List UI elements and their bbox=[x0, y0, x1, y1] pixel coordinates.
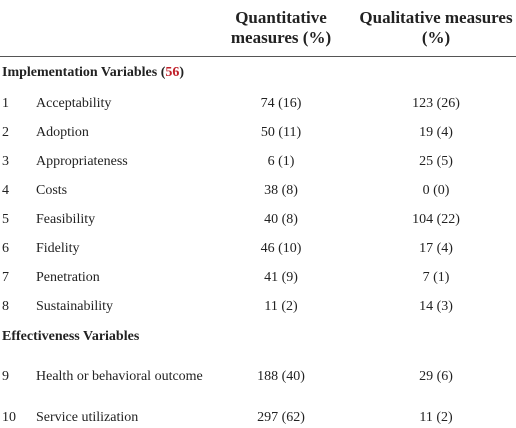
quantitative-value: 38 (8) bbox=[206, 176, 356, 205]
header-quantitative: Quantitative measures (%) bbox=[206, 0, 356, 57]
variable-name: Service utilization bbox=[36, 402, 206, 428]
section-row: Effectiveness Variables bbox=[0, 321, 516, 352]
variable-name: Health or behavioral outcome bbox=[36, 352, 206, 402]
section-ref: 56 bbox=[161, 65, 184, 80]
row-number: 8 bbox=[0, 292, 36, 321]
qualitative-value: 14 (3) bbox=[356, 292, 516, 321]
variable-name: Feasibility bbox=[36, 205, 206, 234]
variable-name: Costs bbox=[36, 176, 206, 205]
quantitative-value: 40 (8) bbox=[206, 205, 356, 234]
section-row: Implementation Variables 56 bbox=[0, 57, 516, 90]
variable-name: Adoption bbox=[36, 118, 206, 147]
qualitative-value: 25 (5) bbox=[356, 147, 516, 176]
variable-name: Appropriateness bbox=[36, 147, 206, 176]
section-title: Implementation Variables bbox=[2, 65, 157, 80]
header-row: Quantitative measures (%) Qualitative me… bbox=[0, 0, 516, 57]
qualitative-value: 0 (0) bbox=[356, 176, 516, 205]
qualitative-value: 7 (1) bbox=[356, 263, 516, 292]
header-cell bbox=[0, 0, 36, 57]
qualitative-value: 123 (26) bbox=[356, 89, 516, 118]
qualitative-value: 29 (6) bbox=[356, 352, 516, 402]
row-number: 7 bbox=[0, 263, 36, 292]
row-number: 2 bbox=[0, 118, 36, 147]
row-number: 5 bbox=[0, 205, 36, 234]
section-cell: Effectiveness Variables bbox=[0, 321, 516, 352]
header-qualitative: Qualitative measures (%) bbox=[356, 0, 516, 57]
qualitative-value: 19 (4) bbox=[356, 118, 516, 147]
quantitative-value: 46 (10) bbox=[206, 234, 356, 263]
row-number: 9 bbox=[0, 352, 36, 402]
variable-name: Penetration bbox=[36, 263, 206, 292]
table-header: Quantitative measures (%) Qualitative me… bbox=[0, 0, 516, 57]
header-cell bbox=[36, 0, 206, 57]
quantitative-value: 297 (62) bbox=[206, 402, 356, 428]
row-number: 1 bbox=[0, 89, 36, 118]
row-number: 6 bbox=[0, 234, 36, 263]
qualitative-value: 104 (22) bbox=[356, 205, 516, 234]
variable-name: Sustainability bbox=[36, 292, 206, 321]
quantitative-value: 188 (40) bbox=[206, 352, 356, 402]
qualitative-value: 11 (2) bbox=[356, 402, 516, 428]
table-body: Implementation Variables 561Acceptabilit… bbox=[0, 57, 516, 428]
section-cell: Implementation Variables 56 bbox=[0, 57, 516, 90]
variable-name: Fidelity bbox=[36, 234, 206, 263]
quantitative-value: 41 (9) bbox=[206, 263, 356, 292]
row-number: 10 bbox=[0, 402, 36, 428]
quantitative-value: 50 (11) bbox=[206, 118, 356, 147]
row-number: 3 bbox=[0, 147, 36, 176]
variable-name: Acceptability bbox=[36, 89, 206, 118]
quantitative-value: 11 (2) bbox=[206, 292, 356, 321]
section-title: Effectiveness Variables bbox=[2, 329, 139, 344]
quantitative-value: 6 (1) bbox=[206, 147, 356, 176]
row-number: 4 bbox=[0, 176, 36, 205]
quantitative-value: 74 (16) bbox=[206, 89, 356, 118]
qualitative-value: 17 (4) bbox=[356, 234, 516, 263]
